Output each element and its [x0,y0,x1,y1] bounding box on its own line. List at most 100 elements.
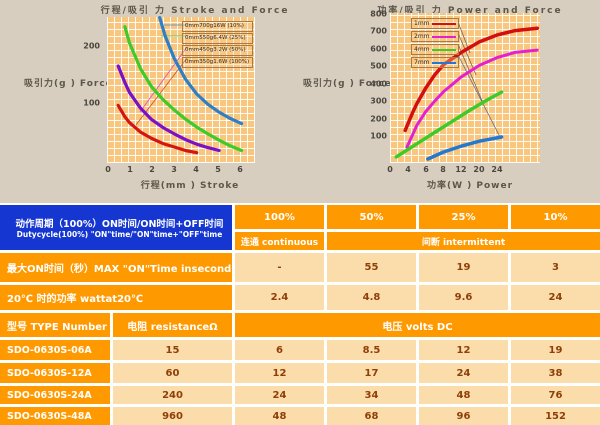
x-tick: 4 [193,165,199,174]
volts-value: 8.5 [327,340,416,360]
intermittent-cell: 间断 intermittent [327,232,600,250]
y-tick: 400 [370,79,387,89]
duty-percent-50: 50% [327,205,416,229]
max-on-value: - [235,253,324,282]
watt-value: 9.6 [419,285,508,310]
y-tick: 800 [370,9,387,19]
y-tick: 200 [370,114,387,124]
x-tick: 6 [423,165,429,174]
volts-value: 48 [235,407,324,425]
left-chart-y-axis-label: 吸引力(g ) Force [24,79,113,89]
left-chart-legend: 0mm700g16W (10%) 0mm550g6.4W (25%) 0mm45… [182,21,253,69]
legend-item: 0mm700g16W (10%) [182,21,253,32]
y-tick: 100 [83,98,100,108]
legend-item: 1mm [411,18,459,29]
volts-value: 96 [419,407,508,425]
legend-label: 7mm [414,58,430,66]
x-tick: 6 [237,165,243,174]
volts-dc-header: 电压 volts DC [235,313,600,337]
volts-value: 6 [235,340,324,360]
duty-percent-100: 100% [235,205,324,229]
duty-percent-10: 10% [511,205,600,229]
legend-label: 1mm [414,19,430,27]
right-chart-y-axis-label: 吸引力(g ) Force [303,79,392,89]
type-number-header: 型号 TYPE Number [0,313,110,337]
watt-value: 2.4 [235,285,324,310]
resistance-value: 15 [113,340,232,360]
right-chart-plot: 1mm 2mm 4mm 7mm [390,13,540,163]
legend-item: 0mm350g1.6W (100%) [182,57,253,68]
right-chart-legend: 1mm 2mm 4mm 7mm [411,18,459,70]
legend-label: 4mm [414,45,430,53]
volts-value: 17 [327,363,416,383]
right-chart-title: 功率/吸引 力 Power and Force [377,6,563,16]
max-on-value: 55 [327,253,416,282]
volts-value: 68 [327,407,416,425]
resistance-header: 电阻 resistanceΩ [113,313,232,337]
model-name: SDO-0630S-24A [0,386,110,404]
legend-item: 7mm [411,57,459,68]
x-tick: 4 [405,165,411,174]
max-on-value: 3 [511,253,600,282]
duty-cycle-header-cell: 动作周期（100%）ON时间/ON时间+OFF时间 Dutycycle(100%… [0,205,232,250]
x-tick: 2 [149,165,155,174]
max-on-time-label: 最大ON时间（秒）MAX "ON"Time insecond [0,253,232,282]
y-tick: 100 [370,131,387,141]
volts-value: 24 [419,363,508,383]
resistance-value: 960 [113,407,232,425]
spec-table: 动作周期（100%）ON时间/ON时间+OFF时间 Dutycycle(100%… [0,205,600,425]
x-tick: 12 [455,165,467,174]
x-tick: 5 [215,165,221,174]
volts-value: 48 [419,386,508,404]
resistance-value: 240 [113,386,232,404]
volts-value: 12 [419,340,508,360]
x-tick: 1 [127,165,133,174]
y-tick: 500 [370,61,387,71]
volts-value: 76 [511,386,600,404]
legend-item: 0mm450g3.2W (50%) [182,45,253,56]
volts-value: 38 [511,363,600,383]
legend-item: 2mm [411,31,459,42]
legend-line-swatch [431,35,456,38]
model-name: SDO-0630S-12A [0,363,110,383]
right-chart-y-ticks: 800 700 600 500 400 300 200 100 [363,0,387,170]
x-tick: 0 [105,165,111,174]
y-tick: 700 [370,26,387,36]
y-tick: 600 [370,44,387,54]
x-tick: 0 [387,165,393,174]
y-tick: 200 [83,41,100,51]
continuous-cell: 连通 continuous [235,232,324,250]
volts-value: 152 [511,407,600,425]
model-name: SDO-0630S-48A [0,407,110,425]
left-chart-plot: 0mm700g16W (10%) 0mm550g6.4W (25%) 0mm45… [107,16,255,163]
resistance-value: 60 [113,363,232,383]
volts-value: 34 [327,386,416,404]
charts-area: 行程/吸引 力 Stroke and Force 吸引力(g ) Force 2… [0,0,600,203]
right-chart-curves [394,21,540,161]
duty-cycle-label-zh: 动作周期（100%）ON时间/ON时间+OFF时间 [15,219,224,230]
model-name: SDO-0630S-06A [0,340,110,360]
left-chart-title: 行程/吸引 力 Stroke and Force [100,6,290,16]
left-chart-x-axis-label: 行程(mm ) Stroke [140,181,240,191]
watt-at-20c-label: 20℃ 时的功率 wattat20℃ [0,285,232,310]
legend-line-swatch [431,22,456,25]
legend-line-swatch [431,48,456,51]
watt-value: 4.8 [327,285,416,310]
volts-value: 24 [235,386,324,404]
right-chart-x-axis-label: 功率(W ) Power [426,181,514,191]
y-tick: 300 [370,96,387,106]
legend-item: 4mm [411,44,459,55]
legend-item: 0mm550g6.4W (25%) [182,33,253,44]
legend-line-swatch [431,61,456,64]
duty-percent-25: 25% [419,205,508,229]
left-chart-curves [116,16,244,155]
x-tick: 24 [491,165,503,174]
duty-cycle-label-en: Dutycycle(100%) "ON"time/"ON"time+"OFF"t… [16,230,223,239]
left-chart-y-ticks: 200 100 [78,0,100,170]
volts-value: 19 [511,340,600,360]
max-on-value: 19 [419,253,508,282]
x-tick: 20 [473,165,485,174]
x-tick: 8 [440,165,446,174]
legend-label: 2mm [414,32,430,40]
